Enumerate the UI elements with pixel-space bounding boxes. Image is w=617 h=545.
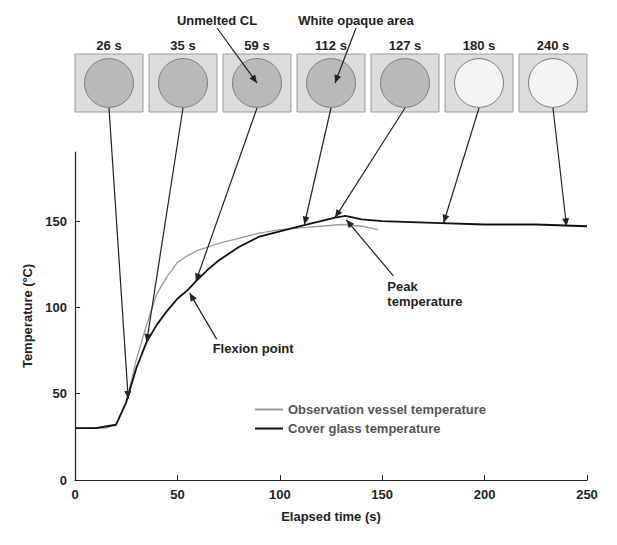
svg-text:0: 0 [71,487,78,502]
svg-text:Temperature (ºC): Temperature (ºC) [20,264,35,368]
svg-text:200: 200 [474,487,496,502]
svg-text:35 s: 35 s [170,38,195,53]
svg-text:100: 100 [269,487,291,502]
svg-text:Cover glass temperature: Cover glass temperature [288,421,440,436]
svg-text:50: 50 [170,487,184,502]
svg-text:White opaque area: White opaque area [298,13,414,28]
svg-text:250: 250 [576,487,598,502]
svg-text:Peak: Peak [387,279,418,294]
svg-text:50: 50 [53,386,67,401]
svg-text:Unmelted CL: Unmelted CL [177,13,257,28]
svg-text:150: 150 [371,487,393,502]
svg-text:Elapsed time (s): Elapsed time (s) [281,509,381,524]
svg-text:100: 100 [45,300,67,315]
svg-text:26 s: 26 s [96,38,121,53]
svg-text:150: 150 [45,214,67,229]
svg-text:Observation vessel temperature: Observation vessel temperature [288,402,486,417]
svg-text:temperature: temperature [387,294,462,309]
svg-text:180 s: 180 s [463,38,496,53]
svg-text:127 s: 127 s [389,38,422,53]
svg-text:59 s: 59 s [244,38,269,53]
svg-text:112 s: 112 s [315,38,347,53]
svg-text:0: 0 [60,473,67,488]
svg-text:240 s: 240 s [537,38,570,53]
svg-text:Flexion point: Flexion point [213,341,295,356]
